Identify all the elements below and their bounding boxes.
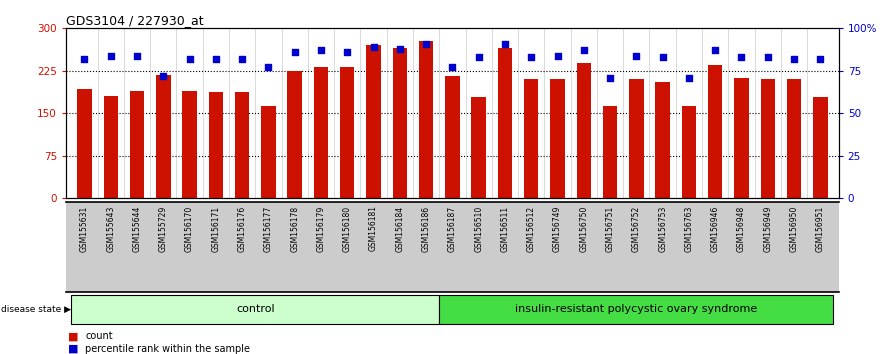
Point xyxy=(209,56,223,62)
Text: GSM156751: GSM156751 xyxy=(605,205,615,252)
Bar xyxy=(340,67,354,198)
Bar xyxy=(71,295,440,324)
Text: GSM156180: GSM156180 xyxy=(343,205,352,251)
Bar xyxy=(261,106,276,198)
Point xyxy=(813,56,827,62)
Bar xyxy=(445,76,460,198)
Text: GSM156176: GSM156176 xyxy=(238,205,247,252)
Text: GDS3104 / 227930_at: GDS3104 / 227930_at xyxy=(66,14,204,27)
Point xyxy=(787,56,801,62)
Point xyxy=(419,41,433,46)
Point xyxy=(156,73,170,79)
Text: GSM156950: GSM156950 xyxy=(789,205,798,252)
Text: GSM156749: GSM156749 xyxy=(553,205,562,252)
Point xyxy=(393,46,407,52)
Text: GSM156763: GSM156763 xyxy=(685,205,693,252)
Point xyxy=(603,75,617,80)
Point xyxy=(262,64,276,70)
Point xyxy=(314,47,328,53)
Bar xyxy=(629,79,644,198)
Text: GSM156179: GSM156179 xyxy=(316,205,325,252)
Point xyxy=(735,55,749,60)
Point xyxy=(577,47,591,53)
Bar xyxy=(498,48,512,198)
Bar xyxy=(708,65,722,198)
Bar xyxy=(551,79,565,198)
Bar xyxy=(787,79,801,198)
Text: GSM156949: GSM156949 xyxy=(763,205,773,252)
Bar xyxy=(655,82,670,198)
Bar xyxy=(235,92,249,198)
Text: GSM156946: GSM156946 xyxy=(711,205,720,252)
Point xyxy=(760,55,774,60)
Text: GSM156187: GSM156187 xyxy=(448,205,457,251)
Bar xyxy=(682,106,696,198)
Bar xyxy=(576,63,591,198)
Point xyxy=(471,55,485,60)
Text: GSM156753: GSM156753 xyxy=(658,205,667,252)
Point xyxy=(445,64,459,70)
Bar xyxy=(182,91,196,198)
Point xyxy=(288,49,302,55)
Bar xyxy=(209,92,223,198)
Bar xyxy=(393,48,407,198)
Point xyxy=(629,53,643,58)
Point xyxy=(104,53,118,58)
Bar xyxy=(813,97,827,198)
Bar xyxy=(734,78,749,198)
Text: ■: ■ xyxy=(68,331,78,341)
Text: GSM155631: GSM155631 xyxy=(80,205,89,252)
Text: GSM156511: GSM156511 xyxy=(500,205,509,251)
Text: GSM156177: GSM156177 xyxy=(264,205,273,252)
Point xyxy=(366,44,381,50)
Text: GSM156510: GSM156510 xyxy=(474,205,483,252)
Bar xyxy=(78,89,92,198)
Text: GSM156178: GSM156178 xyxy=(290,205,300,251)
Text: GSM156951: GSM156951 xyxy=(816,205,825,252)
Text: control: control xyxy=(236,304,275,314)
Point xyxy=(551,53,565,58)
Point xyxy=(235,56,249,62)
Text: disease state ▶: disease state ▶ xyxy=(1,304,70,314)
Text: GSM156170: GSM156170 xyxy=(185,205,194,252)
Bar xyxy=(287,71,302,198)
Bar xyxy=(440,295,833,324)
Text: GSM156948: GSM156948 xyxy=(737,205,746,252)
Point xyxy=(340,49,354,55)
Bar xyxy=(418,41,433,198)
Text: GSM156512: GSM156512 xyxy=(527,205,536,251)
Text: GSM155643: GSM155643 xyxy=(107,205,115,252)
Point xyxy=(130,53,144,58)
Bar xyxy=(130,91,144,198)
Text: GSM156186: GSM156186 xyxy=(422,205,431,251)
Text: percentile rank within the sample: percentile rank within the sample xyxy=(85,344,250,354)
Text: count: count xyxy=(85,331,113,341)
Text: GSM156181: GSM156181 xyxy=(369,205,378,251)
Text: GSM155729: GSM155729 xyxy=(159,205,167,252)
Point xyxy=(655,55,670,60)
Bar xyxy=(760,79,775,198)
Text: GSM156752: GSM156752 xyxy=(632,205,640,252)
Text: GSM155644: GSM155644 xyxy=(132,205,142,252)
Point xyxy=(182,56,196,62)
Bar xyxy=(366,45,381,198)
Text: insulin-resistant polycystic ovary syndrome: insulin-resistant polycystic ovary syndr… xyxy=(515,304,758,314)
Bar xyxy=(524,79,538,198)
Bar xyxy=(104,96,118,198)
Bar xyxy=(603,106,618,198)
Bar xyxy=(156,75,171,198)
Point xyxy=(498,41,512,46)
Point xyxy=(708,47,722,53)
Point xyxy=(524,55,538,60)
Point xyxy=(78,56,92,62)
Text: GSM156184: GSM156184 xyxy=(396,205,404,251)
Text: GSM156171: GSM156171 xyxy=(211,205,220,251)
Point xyxy=(682,75,696,80)
Bar xyxy=(471,97,486,198)
Text: GSM156750: GSM156750 xyxy=(580,205,589,252)
Text: ■: ■ xyxy=(68,344,78,354)
Bar xyxy=(314,67,329,198)
